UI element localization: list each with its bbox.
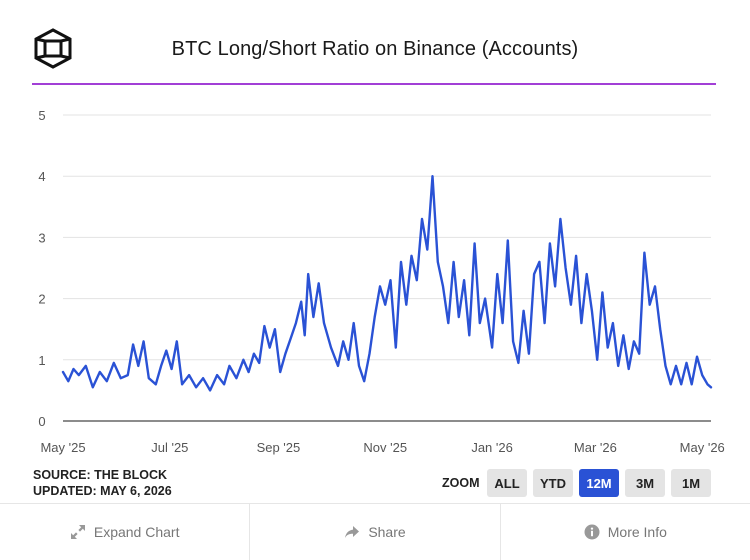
y-tick-label: 4 [38,169,45,184]
y-tick-label: 0 [38,414,45,429]
title-divider [32,83,716,85]
chart-title: BTC Long/Short Ratio on Binance (Account… [171,38,579,60]
x-tick-label: Jul '25 [151,440,188,455]
x-tick-label: Sep '25 [257,440,301,455]
updated-label: UPDATED: MAY 6, 2026 [33,484,172,498]
x-tick-label: Jan '26 [471,440,513,455]
zoom-3m-button[interactable]: 3M [625,469,665,497]
expand-chart-label: Expand Chart [93,524,180,540]
zoom-ytd-button[interactable]: YTD [533,469,573,497]
share-label: Share [368,524,406,540]
share-icon [345,526,360,538]
y-tick-label: 5 [38,108,45,123]
x-tick-label: Nov '25 [363,440,407,455]
expand-chart-button[interactable]: Expand Chart [0,504,251,560]
more-info-button[interactable]: More Info [501,504,750,560]
y-tick-label: 1 [38,353,45,368]
chart-meta: SOURCE: THE BLOCK UPDATED: MAY 6, 2026 [33,467,172,499]
share-button[interactable]: Share [250,504,501,560]
series-line [61,175,713,392]
source-label: SOURCE: THE BLOCK [33,468,168,482]
more-info-label: More Info [607,524,667,540]
line-chart: 0 1 2 3 4 5 May '25 Jul '25 Sep '25 Nov '25 Jan '2… [38,108,725,455]
y-tick-label: 2 [38,292,45,307]
the-block-logo-icon [34,28,72,69]
expand-icon [70,525,85,539]
zoom-1m-button[interactable]: 1M [671,469,711,497]
chart-header: BTC Long/Short Ratio on Binance (Account… [0,0,750,85]
chart-actions-bar: Expand Chart Share More Info [0,503,750,560]
x-tick-label: May '25 [40,440,85,455]
zoom-all-button[interactable]: ALL [487,469,527,497]
zoom-label: ZOOM [442,476,480,490]
info-icon [584,524,600,540]
y-tick-label: 3 [38,230,45,245]
x-tick-label: Mar '26 [574,440,617,455]
zoom-12m-button[interactable]: 12M [579,469,619,497]
x-tick-label: May '26 [680,440,725,455]
